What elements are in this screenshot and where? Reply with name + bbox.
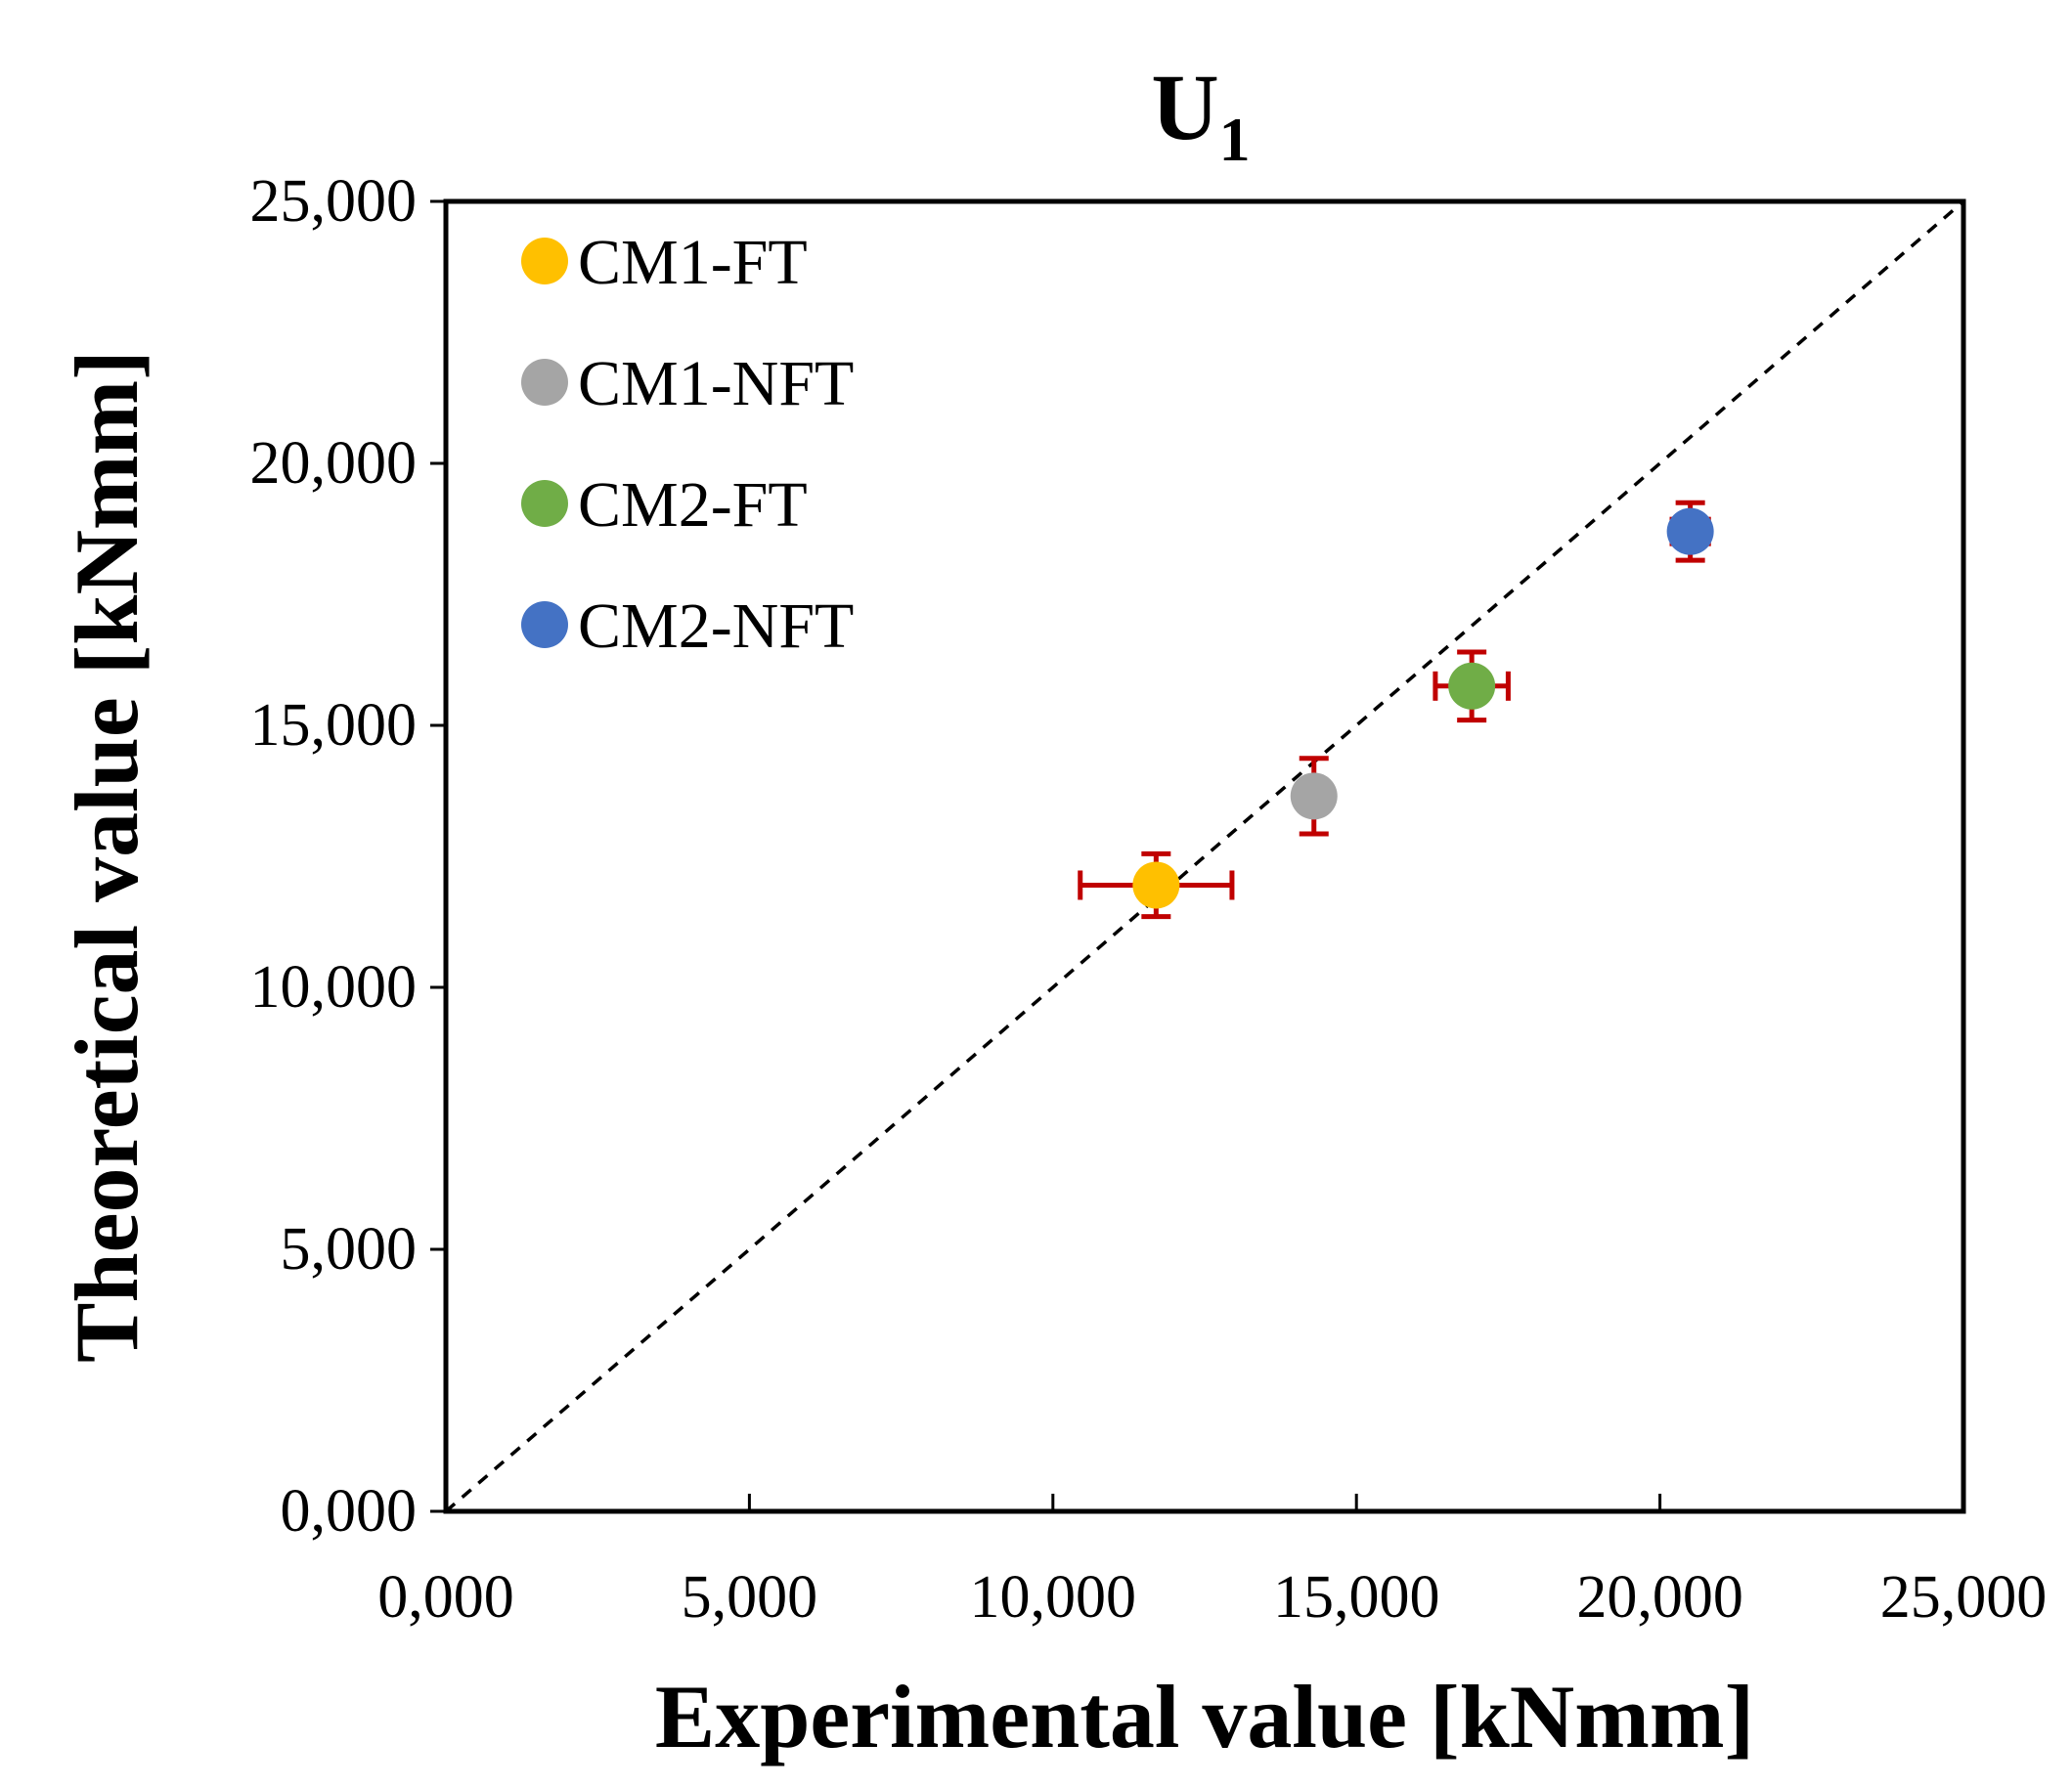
data-point-cm1-nft (1290, 772, 1338, 820)
chart-title-main: U (1151, 55, 1218, 159)
plot-area-frame (443, 198, 1966, 1514)
chart-title: U1 (1151, 55, 1250, 174)
x-tick-label: 5,000 (682, 1564, 818, 1631)
y-tick-label: 20,000 (250, 430, 418, 497)
legend-label: CM2-NFT (578, 590, 854, 662)
y-axis-ticks: 0,000 5,000 10,000 15,000 20,000 25,000 (250, 168, 446, 1545)
legend-marker (521, 359, 568, 406)
x-tick-label: 0,000 (377, 1564, 514, 1631)
legend-marker (521, 238, 568, 284)
reference-line (444, 199, 1965, 1513)
legend-label: CM1-NFT (578, 348, 854, 419)
x-tick-label: 20,000 (1576, 1564, 1743, 1631)
chart-title-subscript: 1 (1219, 105, 1251, 174)
data-point-cm2-ft (1448, 662, 1496, 710)
legend-marker (521, 601, 568, 648)
x-axis-ticks: 0,000 5,000 10,000 15,000 20,000 25,000 (377, 1494, 2047, 1631)
legend-label: CM2-FT (578, 469, 808, 541)
y-axis-title: Theoretical value [kNmm] (57, 350, 156, 1363)
y-tick-label: 15,000 (250, 692, 418, 759)
data-point-cm1-ft (1132, 861, 1180, 909)
x-tick-label: 15,000 (1273, 1564, 1440, 1631)
legend-marker (521, 480, 568, 527)
legend: CM1-FT CM1-NFT CM2-FT CM2-NFT (521, 227, 854, 662)
x-tick-label: 25,000 (1880, 1564, 2048, 1631)
data-point-cm2-nft (1666, 507, 1714, 555)
y-tick-label: 25,000 (250, 168, 418, 235)
x-axis-title: Experimental value [kNmm] (655, 1667, 1754, 1766)
data-points (1132, 507, 1714, 909)
error-bars (1078, 500, 1711, 920)
legend-label: CM1-FT (578, 227, 808, 298)
y-tick-label: 5,000 (281, 1216, 418, 1283)
y-tick-label: 10,000 (250, 954, 418, 1021)
y-tick-label: 0,000 (281, 1478, 418, 1545)
x-tick-label: 10,000 (970, 1564, 1137, 1631)
